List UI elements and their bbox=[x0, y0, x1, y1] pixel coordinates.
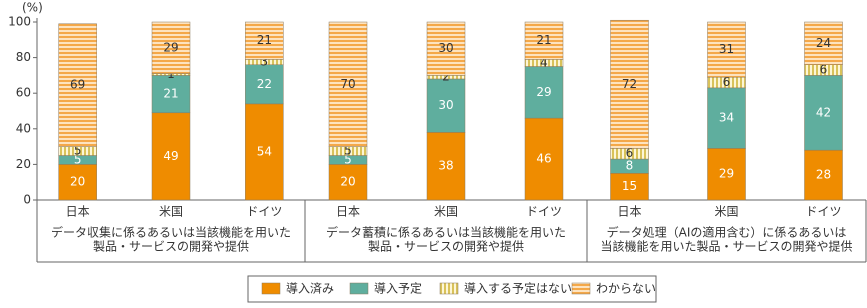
bar-segment bbox=[804, 75, 843, 151]
data-label: 28 bbox=[816, 168, 831, 182]
data-label: 30 bbox=[438, 41, 453, 55]
y-unit: (%) bbox=[22, 1, 43, 15]
legend-label: 導入予定 bbox=[374, 281, 422, 296]
data-label: 49 bbox=[163, 149, 178, 163]
data-label: 72 bbox=[622, 77, 637, 91]
legend-swatch bbox=[261, 282, 281, 295]
data-label: 70 bbox=[340, 77, 355, 91]
data-label: 6 bbox=[626, 146, 634, 160]
data-label: 34 bbox=[719, 111, 734, 125]
x-tick-label: ドイツ bbox=[246, 205, 282, 219]
bar-segment bbox=[610, 19, 649, 149]
data-label: 31 bbox=[719, 42, 734, 56]
bar-segment bbox=[426, 132, 466, 201]
bar-segment bbox=[707, 87, 746, 149]
legend-swatch bbox=[439, 282, 459, 295]
data-label: 15 bbox=[622, 179, 637, 193]
data-label: 54 bbox=[257, 144, 272, 158]
group-label: データ蓄積に係るあるいは当該機能を用いた bbox=[326, 225, 566, 240]
bar-segment bbox=[707, 148, 746, 201]
data-label: 30 bbox=[438, 98, 453, 112]
bar-segment bbox=[151, 21, 191, 74]
data-label: 5 bbox=[74, 144, 82, 158]
bar-segment bbox=[328, 164, 368, 201]
data-label: 21 bbox=[163, 87, 178, 101]
data-label: 4 bbox=[540, 55, 548, 69]
bar-segment bbox=[524, 21, 564, 60]
group-label: 製品・サービスの開発や提供 bbox=[368, 239, 524, 254]
data-label: 21 bbox=[257, 33, 272, 47]
bar-segment bbox=[151, 112, 191, 201]
data-label: 5 bbox=[74, 152, 82, 166]
bar-segment bbox=[804, 149, 843, 201]
group-label: 製品・サービスの開発や提供 bbox=[93, 239, 249, 254]
bar-segment bbox=[58, 164, 97, 201]
y-tick-label: 40 bbox=[16, 121, 31, 135]
data-label: 3 bbox=[261, 55, 269, 69]
data-label: 29 bbox=[719, 167, 734, 181]
data-label: 5 bbox=[344, 152, 352, 166]
bar-segment bbox=[610, 173, 649, 201]
bar-segment bbox=[151, 75, 191, 114]
legend-swatch bbox=[349, 282, 369, 295]
data-label: 24 bbox=[816, 36, 831, 50]
y-tick-label: 0 bbox=[23, 193, 31, 207]
legend-label: 導入する予定はない bbox=[464, 281, 572, 296]
x-tick-label: 日本 bbox=[617, 205, 641, 219]
bar-segment bbox=[245, 64, 284, 105]
data-label: 46 bbox=[536, 152, 551, 166]
x-tick-label: 米国 bbox=[159, 205, 183, 219]
data-label: 5 bbox=[344, 144, 352, 158]
data-label: 22 bbox=[257, 77, 272, 91]
data-label: 1 bbox=[167, 67, 175, 81]
y-tick-label: 80 bbox=[16, 50, 31, 64]
data-label: 21 bbox=[536, 33, 551, 47]
x-tick-label: 米国 bbox=[714, 205, 738, 219]
x-tick-label: 日本 bbox=[66, 205, 90, 219]
group-label: データ収集に係るあるいは当該機能を用いた bbox=[51, 225, 291, 240]
data-label: 6 bbox=[820, 63, 828, 77]
bar-segment bbox=[707, 21, 746, 78]
group-label: 当該機能を用いた製品・サービスの開発や提供 bbox=[600, 239, 852, 254]
legend-label: わからない bbox=[596, 282, 656, 296]
bar-segment bbox=[328, 21, 368, 147]
data-label: 29 bbox=[163, 40, 178, 54]
x-tick-label: 米国 bbox=[434, 205, 458, 219]
data-label: 20 bbox=[70, 175, 85, 189]
data-label: 2 bbox=[442, 70, 450, 84]
bar-segment bbox=[426, 21, 466, 76]
data-label: 38 bbox=[438, 159, 453, 173]
data-label: 6 bbox=[723, 75, 731, 89]
data-label: 20 bbox=[340, 175, 355, 189]
legend-label: 導入済み bbox=[286, 281, 334, 296]
x-tick-label: ドイツ bbox=[805, 205, 841, 219]
data-label: 8 bbox=[626, 159, 634, 173]
y-tick-label: 60 bbox=[16, 86, 31, 100]
bar-segment bbox=[58, 23, 97, 147]
legend-box bbox=[247, 275, 657, 303]
legend-swatch bbox=[571, 282, 591, 295]
data-label: 69 bbox=[70, 78, 85, 92]
bar-segment bbox=[804, 21, 843, 65]
x-tick-label: ドイツ bbox=[526, 205, 562, 219]
y-tick-label: 100 bbox=[8, 15, 31, 29]
bar-segment bbox=[245, 21, 284, 60]
group-label: データ処理（AIの適用含む）に係るあるいは bbox=[607, 225, 847, 240]
y-tick-label: 20 bbox=[16, 157, 31, 171]
data-label: 42 bbox=[816, 105, 831, 119]
x-tick-label: 日本 bbox=[336, 205, 360, 219]
data-label: 29 bbox=[536, 85, 551, 99]
